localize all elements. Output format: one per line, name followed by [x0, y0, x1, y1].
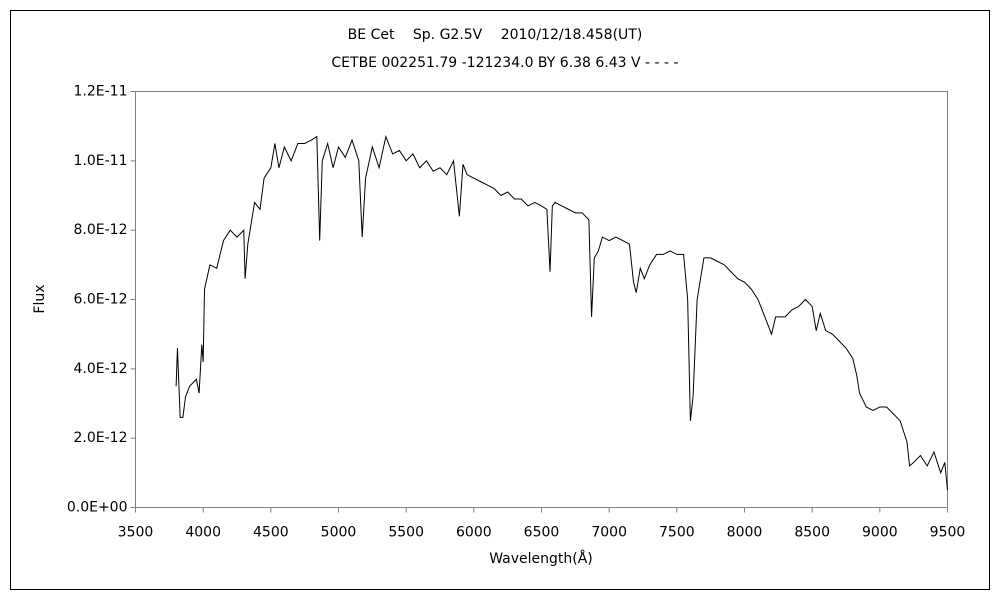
y-tick-label: 2.0E-12 [74, 430, 128, 446]
x-tick-label: 9000 [862, 525, 898, 541]
chart-title: BE Cet Sp. G2.5V 2010/12/18.458(UT) [348, 27, 643, 43]
x-tick-label: 9500 [930, 525, 966, 541]
x-tick-label: 5500 [388, 525, 424, 541]
x-tick-label: 7000 [591, 525, 627, 541]
y-tick-label: 4.0E-12 [74, 361, 128, 377]
y-tick-label: 8.0E-12 [74, 222, 128, 238]
x-tick-label: 3500 [118, 525, 154, 541]
x-tick-label: 6500 [524, 525, 560, 541]
x-tick-label: 6000 [456, 525, 492, 541]
chart-subtitle: CETBE 002251.79 -121234.0 BY 6.38 6.43 V… [331, 55, 678, 71]
y-tick-label: 6.0E-12 [74, 292, 128, 308]
x-tick-label: 7500 [659, 525, 695, 541]
x-tick-label: 4500 [253, 525, 289, 541]
plot-area [135, 91, 948, 508]
y-tick-label: 1.0E-11 [74, 153, 128, 169]
x-axis-label: Wavelength(Å) [489, 550, 593, 567]
spectrum-line [175, 134, 948, 491]
y-tick-label: 0.0E+00 [67, 500, 128, 516]
x-tick-label: 4000 [185, 525, 221, 541]
y-axis-label: Flux [32, 284, 48, 313]
x-tick-label: 8500 [794, 525, 830, 541]
y-tick-label: 1.2E-11 [74, 84, 128, 100]
x-tick-label: 8000 [727, 525, 763, 541]
x-tick-label: 5000 [321, 525, 357, 541]
